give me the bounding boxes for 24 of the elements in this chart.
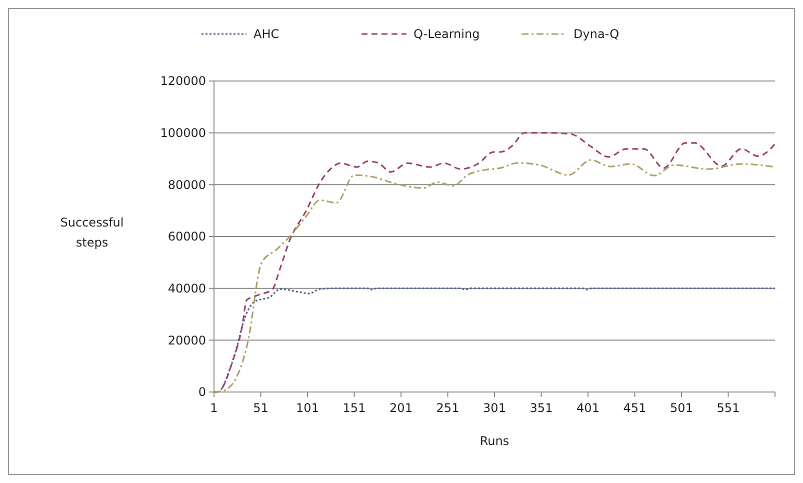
x-tick-label: 501 — [670, 401, 693, 415]
x-tick-label: 251 — [436, 401, 460, 415]
x-axis-title: Runs — [480, 434, 510, 448]
x-tick-label: 401 — [576, 401, 600, 415]
x-tick-label: 201 — [390, 401, 412, 415]
legend-label: Q-Learning — [414, 27, 480, 41]
x-tick-label: 551 — [716, 401, 740, 415]
y-tick-label: 60000 — [168, 230, 206, 244]
y-tick-label: 40000 — [168, 282, 206, 296]
x-tick-label: 301 — [483, 401, 506, 415]
x-tick-label: 351 — [530, 401, 553, 415]
y-tick-label: 120000 — [160, 74, 206, 88]
y-tick-label: 20000 — [168, 333, 206, 348]
y-tick-label: 100000 — [160, 126, 206, 140]
y-axis-title: Successful steps — [60, 216, 124, 250]
legend-label: AHC — [254, 27, 280, 41]
y-tick-label: 80000 — [168, 178, 206, 192]
y-tick-label: 0 — [198, 385, 206, 400]
x-tick-label: 451 — [623, 401, 646, 415]
legend-label: Dyna-Q — [574, 27, 620, 41]
x-tick-label: 51 — [253, 401, 268, 415]
x-tick-label: 151 — [342, 401, 366, 415]
x-tick-label: 1 — [210, 401, 218, 415]
x-tick-label: 101 — [296, 401, 319, 415]
